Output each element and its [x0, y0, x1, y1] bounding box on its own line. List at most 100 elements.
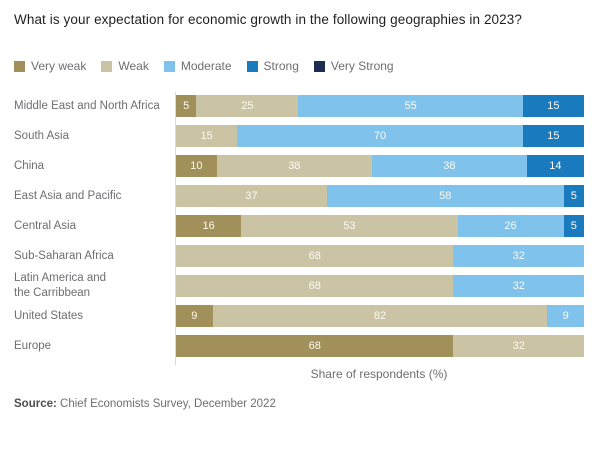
bar-stack: 37 58 5	[176, 185, 584, 207]
legend-swatch	[313, 60, 325, 72]
bar-segment: 16	[176, 215, 242, 237]
category-label: South Asia	[14, 129, 69, 142]
segment-value: 55	[404, 100, 417, 112]
segment-value: 15	[547, 100, 560, 112]
segment-value: 38	[443, 160, 456, 172]
bar-segment: 15	[522, 95, 584, 117]
bar-segment: 15	[176, 125, 238, 147]
bar-stack: 16 53 26 5	[176, 215, 584, 237]
bar-segment: 5	[176, 95, 197, 117]
legend-label: Weak	[118, 59, 149, 73]
bar-segment: 5	[563, 215, 584, 237]
segment-value: 68	[308, 250, 321, 262]
segment-value: 25	[241, 100, 254, 112]
legend-swatch	[163, 60, 175, 72]
segment-value: 15	[200, 130, 213, 142]
segment-value: 5	[570, 190, 577, 202]
bar-segment: 58	[326, 185, 564, 207]
segment-value: 26	[504, 220, 517, 232]
segment-value: 58	[439, 190, 452, 202]
bar-segment: 32	[453, 335, 584, 357]
chart-row: Middle East and North Africa 5 25 55 15	[14, 95, 584, 117]
bar-segment: 38	[371, 155, 527, 177]
bar-segment: 32	[453, 275, 584, 297]
segment-value: 16	[202, 220, 215, 232]
segment-value: 5	[183, 100, 190, 112]
bar-stack: 5 25 55 15	[176, 95, 584, 117]
segment-value: 9	[562, 310, 569, 322]
bar-segment: 9	[176, 305, 213, 327]
legend-label: Moderate	[180, 59, 232, 73]
legend-label: Very Strong	[330, 59, 394, 73]
category-label: United States	[14, 309, 84, 322]
legend-label: Strong	[263, 59, 299, 73]
segment-value: 32	[512, 250, 525, 262]
bar-segment: 68	[176, 275, 454, 297]
segment-value: 32	[512, 280, 525, 292]
bar-segment: 55	[298, 95, 523, 117]
chart-row: China 10 38 38 14	[14, 155, 584, 177]
stacked-bar-chart: Middle East and North Africa 5 25 55 15 South…	[14, 92, 584, 365]
segment-value: 9	[191, 310, 198, 322]
bar-segment: 68	[176, 245, 454, 267]
category-label: Sub-Saharan Africa	[14, 249, 114, 262]
bar-segment: 68	[176, 335, 454, 357]
segment-value: 32	[512, 340, 525, 352]
bar-segment: 53	[241, 215, 458, 237]
segment-value: 68	[308, 340, 321, 352]
segment-value: 15	[547, 130, 560, 142]
category-label: Europe	[14, 339, 52, 352]
bar-stack: 15 70 15	[176, 125, 584, 147]
segment-value: 82	[373, 310, 387, 322]
bar-segment: 32	[453, 245, 584, 267]
bar-stack: 68 32	[176, 275, 584, 297]
chart-row: Latin America and the Carribbean 68 32	[14, 272, 584, 299]
legend-item: Very weak	[14, 59, 86, 73]
bar-segment: 25	[196, 95, 299, 117]
segment-value: 38	[288, 160, 301, 172]
bar-segment: 82	[212, 305, 548, 327]
source-text: Chief Economists Survey, December 2022	[56, 398, 276, 410]
bar-segment: 15	[522, 125, 584, 147]
legend-item: Moderate	[163, 59, 232, 73]
legend-item: Very Strong	[313, 59, 394, 73]
legend: Very weak Weak Moderate Strong Very Strong	[14, 59, 584, 73]
bar-segment: 37	[176, 185, 327, 207]
legend-label: Very weak	[31, 59, 87, 73]
category-label: Middle East and North Africa	[14, 99, 160, 112]
bar-stack: 9 82 9	[176, 305, 584, 327]
bar-segment: 38	[216, 155, 372, 177]
bar-segment: 70	[237, 125, 523, 147]
legend-swatch	[101, 60, 113, 72]
x-axis-label: Share of respondents (%)	[310, 367, 448, 381]
chart-row: South Asia 15 70 15	[14, 125, 584, 147]
segment-value: 53	[343, 220, 356, 232]
source-note: Source: Chief Economists Survey, Decembe…	[14, 398, 276, 410]
legend-item: Weak	[101, 59, 149, 73]
segment-value: 68	[308, 280, 321, 292]
legend-item: Strong	[246, 59, 299, 73]
category-label: Latin America and the Carribbean	[14, 272, 107, 299]
bar-stack: 68 32	[176, 335, 584, 357]
legend-swatch	[14, 60, 25, 72]
segment-value: 14	[549, 160, 562, 172]
category-label: East Asia and Pacific	[14, 189, 122, 202]
chart-title: What is your expectation for economic gr…	[14, 12, 522, 27]
chart-row: Europe 68 32	[14, 335, 584, 357]
category-label: China	[14, 159, 45, 172]
chart-row: Sub-Saharan Africa 68 32	[14, 245, 584, 267]
y-axis-line	[175, 92, 176, 365]
segment-value: 70	[373, 130, 387, 142]
segment-value: 10	[190, 160, 203, 172]
bar-segment: 9	[547, 305, 584, 327]
bar-stack: 10 38 38 14	[176, 155, 584, 177]
chart-row: Central Asia 16 53 26 5	[14, 215, 584, 237]
category-label: Central Asia	[14, 219, 77, 232]
bar-stack: 68 32	[176, 245, 584, 267]
source-label: Source:	[14, 398, 57, 410]
bar-segment: 5	[563, 185, 584, 207]
bar-segment: 26	[457, 215, 564, 237]
legend-swatch	[246, 60, 258, 72]
segment-value: 5	[570, 220, 577, 232]
